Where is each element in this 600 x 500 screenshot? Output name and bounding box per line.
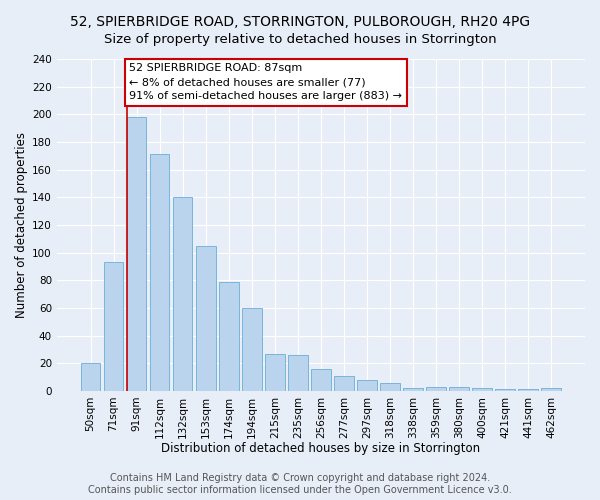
Bar (104, 262, 124, 391)
Bar (173, 198, 193, 391)
Bar (449, 386, 469, 391)
Bar (472, 388, 492, 391)
Bar (334, 376, 354, 391)
Bar (288, 355, 308, 391)
Bar (81, 363, 100, 391)
Bar (196, 246, 215, 391)
Bar (311, 368, 331, 391)
Text: Size of property relative to detached houses in Storrington: Size of property relative to detached ho… (104, 32, 496, 46)
Bar (127, 117, 146, 391)
Text: 52, SPIERBRIDGE ROAD, STORRINGTON, PULBOROUGH, RH20 4PG: 52, SPIERBRIDGE ROAD, STORRINGTON, PULBO… (70, 15, 530, 29)
Bar (541, 388, 561, 391)
Bar (265, 354, 284, 391)
Text: Contains HM Land Registry data © Crown copyright and database right 2024.
Contai: Contains HM Land Registry data © Crown c… (88, 474, 512, 495)
Bar (496, 390, 515, 391)
Text: 52 SPIERBRIDGE ROAD: 87sqm
← 8% of detached houses are smaller (77)
91% of semi-: 52 SPIERBRIDGE ROAD: 87sqm ← 8% of detac… (129, 63, 402, 101)
Bar (380, 382, 400, 391)
Bar (150, 154, 169, 391)
Bar (242, 308, 262, 391)
X-axis label: Distribution of detached houses by size in Storrington: Distribution of detached houses by size … (161, 442, 481, 455)
Bar (357, 380, 377, 391)
Bar (426, 386, 446, 391)
Bar (403, 388, 423, 391)
Y-axis label: Number of detached properties: Number of detached properties (15, 132, 28, 318)
Bar (219, 282, 239, 391)
Bar (518, 390, 538, 391)
